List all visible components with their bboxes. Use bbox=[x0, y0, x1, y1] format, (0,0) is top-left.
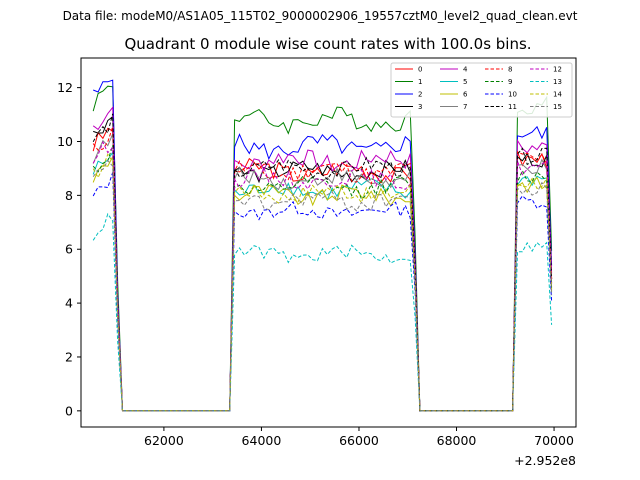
series-line-2 bbox=[93, 79, 553, 412]
y-tick-label: 2 bbox=[65, 349, 73, 364]
y-tick-label: 10 bbox=[57, 134, 73, 149]
legend-label-15: 15 bbox=[553, 103, 562, 111]
series-line-9 bbox=[92, 145, 553, 412]
legend-label-14: 14 bbox=[553, 91, 562, 99]
series-line-8 bbox=[92, 126, 553, 412]
series-line-12 bbox=[92, 140, 553, 412]
y-axis: 0 2 4 6 8 10 12 bbox=[57, 80, 81, 418]
y-tick-label: 8 bbox=[65, 188, 73, 203]
legend-label-8: 8 bbox=[508, 66, 512, 74]
series-line-11 bbox=[92, 113, 553, 412]
series-line-6 bbox=[92, 156, 553, 412]
y-tick-label: 6 bbox=[65, 242, 73, 257]
legend-label-3: 3 bbox=[418, 103, 422, 111]
x-tick-label: 62000 bbox=[144, 433, 184, 448]
series-line-15 bbox=[92, 159, 553, 412]
legend-box bbox=[390, 62, 573, 118]
legend-label-9: 9 bbox=[508, 78, 512, 86]
chart-title: Quadrant 0 module wise count rates with … bbox=[124, 35, 531, 53]
legend-label-5: 5 bbox=[463, 78, 467, 86]
legend-label-4: 4 bbox=[463, 66, 468, 74]
legend-label-11: 11 bbox=[508, 103, 517, 111]
x-tick-label: 64000 bbox=[242, 433, 282, 448]
series-line-14 bbox=[92, 153, 553, 412]
series-line-4 bbox=[92, 106, 553, 412]
series-line-0 bbox=[92, 127, 553, 412]
x-offset-label: +2.952e8 bbox=[514, 453, 576, 468]
y-tick-label: 0 bbox=[65, 403, 73, 418]
x-tick-label: 68000 bbox=[437, 433, 477, 448]
y-tick-label: 12 bbox=[57, 80, 73, 95]
legend-label-0: 0 bbox=[418, 66, 422, 74]
y-tick-label: 4 bbox=[65, 296, 73, 311]
legend-label-1: 1 bbox=[418, 78, 422, 86]
series-line-3 bbox=[93, 115, 553, 412]
plot-lines bbox=[92, 79, 553, 412]
legend-label-6: 6 bbox=[463, 91, 468, 99]
chart-suptitle: Data file: modeM0/AS1A05_115T02_90000029… bbox=[63, 9, 578, 23]
x-tick-label: 70000 bbox=[534, 433, 574, 448]
plot-area-frame bbox=[80, 57, 577, 428]
series-line-13 bbox=[92, 212, 553, 412]
legend-label-12: 12 bbox=[553, 66, 562, 74]
legend-label-10: 10 bbox=[508, 91, 517, 99]
x-tick-label: 66000 bbox=[339, 433, 379, 448]
legend-label-7: 7 bbox=[463, 103, 467, 111]
legend-label-13: 13 bbox=[553, 78, 562, 86]
series-line-10 bbox=[92, 172, 553, 412]
series-line-5 bbox=[92, 150, 553, 412]
x-axis: 62000 64000 66000 68000 70000 bbox=[144, 427, 574, 448]
legend-label-2: 2 bbox=[418, 91, 422, 99]
